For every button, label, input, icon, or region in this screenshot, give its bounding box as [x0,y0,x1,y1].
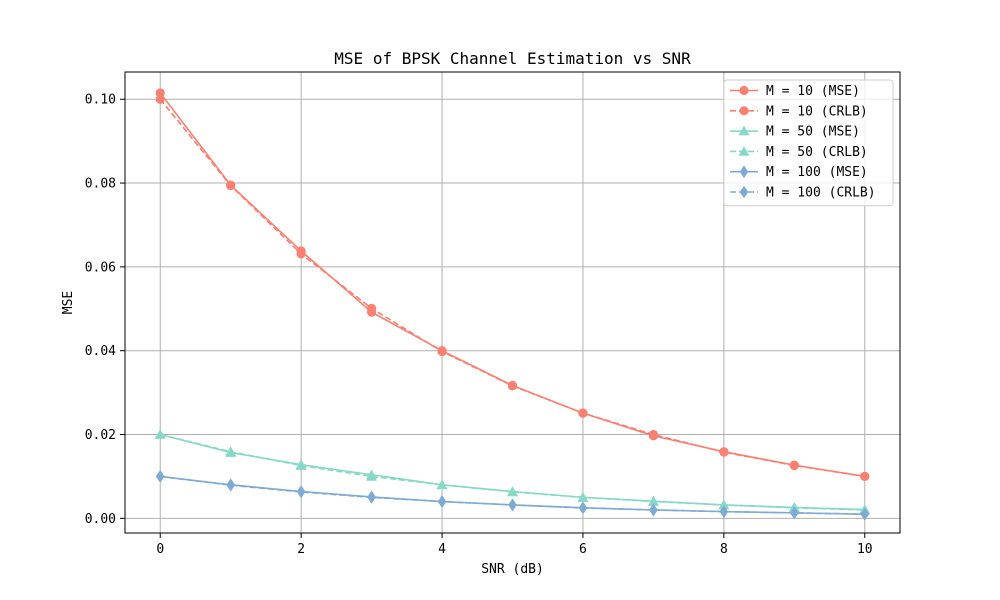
data-point [366,303,377,313]
legend-label: M = 100 (CRLB) [766,186,876,201]
data-point [437,346,447,357]
y-axis-label: MSE [61,291,76,314]
legend-marker-swatch [739,185,749,199]
series-line [160,433,865,511]
data-point [649,503,658,517]
legend-label: M = 50 (CRLB) [766,145,868,160]
data-point [789,460,799,471]
data-point [860,507,869,521]
x-tick-label: 2 [297,542,305,557]
data-point [507,486,518,497]
data-point [366,471,377,481]
data-point [577,491,589,502]
legend-marker-swatch [738,125,750,136]
plot-frame [124,71,901,534]
series-6 [156,470,869,521]
chart-title: MSE of BPSK Channel Estimation vs SNR [334,49,691,68]
series-line [160,433,865,511]
legend-box [723,79,894,207]
x-tick-label: 4 [438,542,446,557]
data-point [367,490,376,504]
legend-entry: M = 100 (CRLB) [730,186,876,201]
data-point [296,249,306,259]
legend-entry: M = 10 (MSE) [730,84,860,99]
data-point [718,499,730,510]
x-axis-label: SNR (dB) [481,562,544,577]
data-point [578,501,588,515]
data-point [507,381,518,391]
data-point [860,471,870,482]
series-2 [155,94,870,482]
series-layer [154,88,871,521]
x-tick-label: 6 [579,542,587,557]
legend-marker-swatch [738,146,750,156]
data-point [648,429,659,440]
x-tick-label: 0 [156,542,164,557]
data-point [155,88,165,98]
data-point [155,94,165,104]
data-point [296,485,306,499]
legend-entry: M = 50 (CRLB) [730,145,868,160]
axis-ticks: 0 2 4 6 8 10 0.00 0.02 0.04 0.06 0.08 0.10 [85,93,873,557]
data-point [295,460,307,470]
data-point [437,495,447,508]
legend-marker-swatch [739,106,749,116]
data-point [790,506,799,520]
data-point [719,447,729,457]
y-tick-label: 0.04 [85,344,116,359]
data-point [156,470,165,483]
y-tick-label: 0.06 [85,260,116,275]
data-point [226,180,236,191]
data-point [436,479,448,490]
data-point [154,429,166,439]
legend-entry: M = 100 (MSE) [730,165,868,180]
data-point [508,498,517,512]
data-point [578,408,588,418]
data-point [226,478,235,492]
x-tick-label: 8 [720,542,728,557]
y-tick-label: 0.00 [85,512,116,527]
legend-marker-swatch [739,85,749,96]
x-tick-label: 10 [857,542,873,557]
legend-label: M = 100 (MSE) [766,165,868,180]
legend-entry: M = 10 (CRLB) [730,104,868,119]
legend: M = 10 (MSE) M = 10 (CRLB) M = 50 (MSE) M =… [723,79,894,207]
y-tick-label: 0.02 [85,428,116,443]
legend-marker-swatch [739,165,749,179]
legend-label: M = 50 (MSE) [766,125,860,140]
data-point [719,505,729,519]
legend-label: M = 10 (MSE) [766,84,860,99]
y-tick-label: 0.08 [85,177,116,192]
legend-label: M = 10 (CRLB) [766,104,868,119]
data-point [648,496,659,506]
data-point [225,446,237,457]
legend-entry: M = 50 (MSE) [730,125,860,140]
y-tick-label: 0.10 [85,93,116,108]
